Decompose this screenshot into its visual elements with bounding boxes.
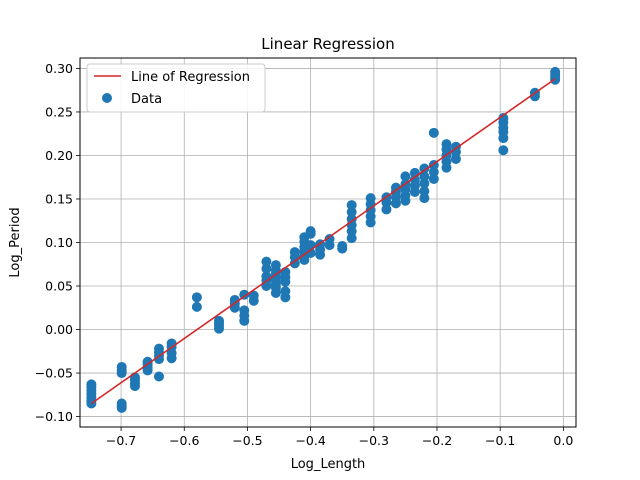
data-point <box>346 214 357 225</box>
data-point <box>409 174 420 185</box>
data-point <box>346 207 357 218</box>
data-point <box>261 263 272 274</box>
data-point <box>248 290 259 301</box>
data-point <box>153 371 164 382</box>
data-point <box>419 171 430 182</box>
data-point <box>337 240 348 251</box>
regression-series <box>90 78 556 405</box>
data-point <box>129 381 140 392</box>
data-point <box>346 233 357 244</box>
y-tick-label: 0.10 <box>45 235 73 250</box>
data-point <box>419 178 430 189</box>
data-point <box>381 204 392 215</box>
data-point <box>365 193 376 204</box>
data-point <box>305 240 316 251</box>
data-point <box>305 247 316 258</box>
data-point <box>441 139 452 150</box>
data-point <box>550 66 561 77</box>
y-tick-label: 0.25 <box>45 104 73 119</box>
x-tick-label: −0.6 <box>169 433 199 448</box>
x-tick-label: −0.4 <box>295 433 325 448</box>
data-point <box>270 260 281 271</box>
y-tick-label: 0.00 <box>45 322 73 337</box>
x-tick-label: −0.7 <box>106 433 136 448</box>
axis-ticks: −0.7 −0.6 −0.5 −0.4 −0.3 −0.2 −0.1 0.0 −0.10 −0.0… <box>35 61 574 448</box>
x-tick-label: 0.0 <box>553 433 573 448</box>
legend: Line of Regression Data <box>86 63 266 113</box>
data-point <box>280 286 291 297</box>
data-point <box>261 256 272 267</box>
x-axis-label: Log_Length <box>291 457 366 472</box>
legend-data-swatch <box>102 93 112 103</box>
data-point <box>191 292 202 303</box>
data-point <box>166 353 177 364</box>
data-point <box>419 186 430 197</box>
data-point <box>428 173 439 184</box>
data-point <box>142 365 153 376</box>
data-series <box>86 66 561 413</box>
data-point <box>419 163 430 174</box>
y-tick-label: −0.05 <box>35 366 73 381</box>
data-point <box>229 294 240 305</box>
chart-title: Linear Regression <box>261 35 394 53</box>
data-point <box>191 301 202 312</box>
data-point <box>116 368 127 379</box>
y-tick-label: 0.30 <box>45 61 73 76</box>
data-point <box>346 200 357 211</box>
x-tick-label: −0.5 <box>232 433 262 448</box>
data-point <box>324 234 335 245</box>
x-tick-label: −0.3 <box>359 433 389 448</box>
data-point <box>289 247 300 258</box>
y-tick-label: 0.05 <box>45 279 73 294</box>
y-tick-label: −0.10 <box>35 409 73 424</box>
data-point <box>239 305 250 316</box>
data-point <box>419 193 430 204</box>
data-point <box>450 153 461 164</box>
data-point <box>498 113 509 124</box>
data-point <box>305 226 316 237</box>
grid <box>80 58 576 427</box>
data-point <box>498 145 509 156</box>
legend-box <box>86 63 266 113</box>
legend-regression-label: Line of Regression <box>131 70 250 85</box>
data-point <box>116 402 127 413</box>
x-tick-label: −0.2 <box>422 433 452 448</box>
y-axis-label: Log_Period <box>8 207 23 277</box>
data-point <box>428 167 439 178</box>
x-tick-label: −0.1 <box>485 433 515 448</box>
y-tick-label: 0.20 <box>45 148 73 163</box>
y-tick-label: 0.15 <box>45 191 73 206</box>
data-point <box>400 171 411 182</box>
data-point <box>428 127 439 138</box>
legend-data-label: Data <box>131 92 162 107</box>
regression-line <box>90 78 556 405</box>
data-point <box>214 315 225 326</box>
data-point <box>239 289 250 300</box>
data-point <box>153 354 164 365</box>
data-point <box>390 182 401 193</box>
